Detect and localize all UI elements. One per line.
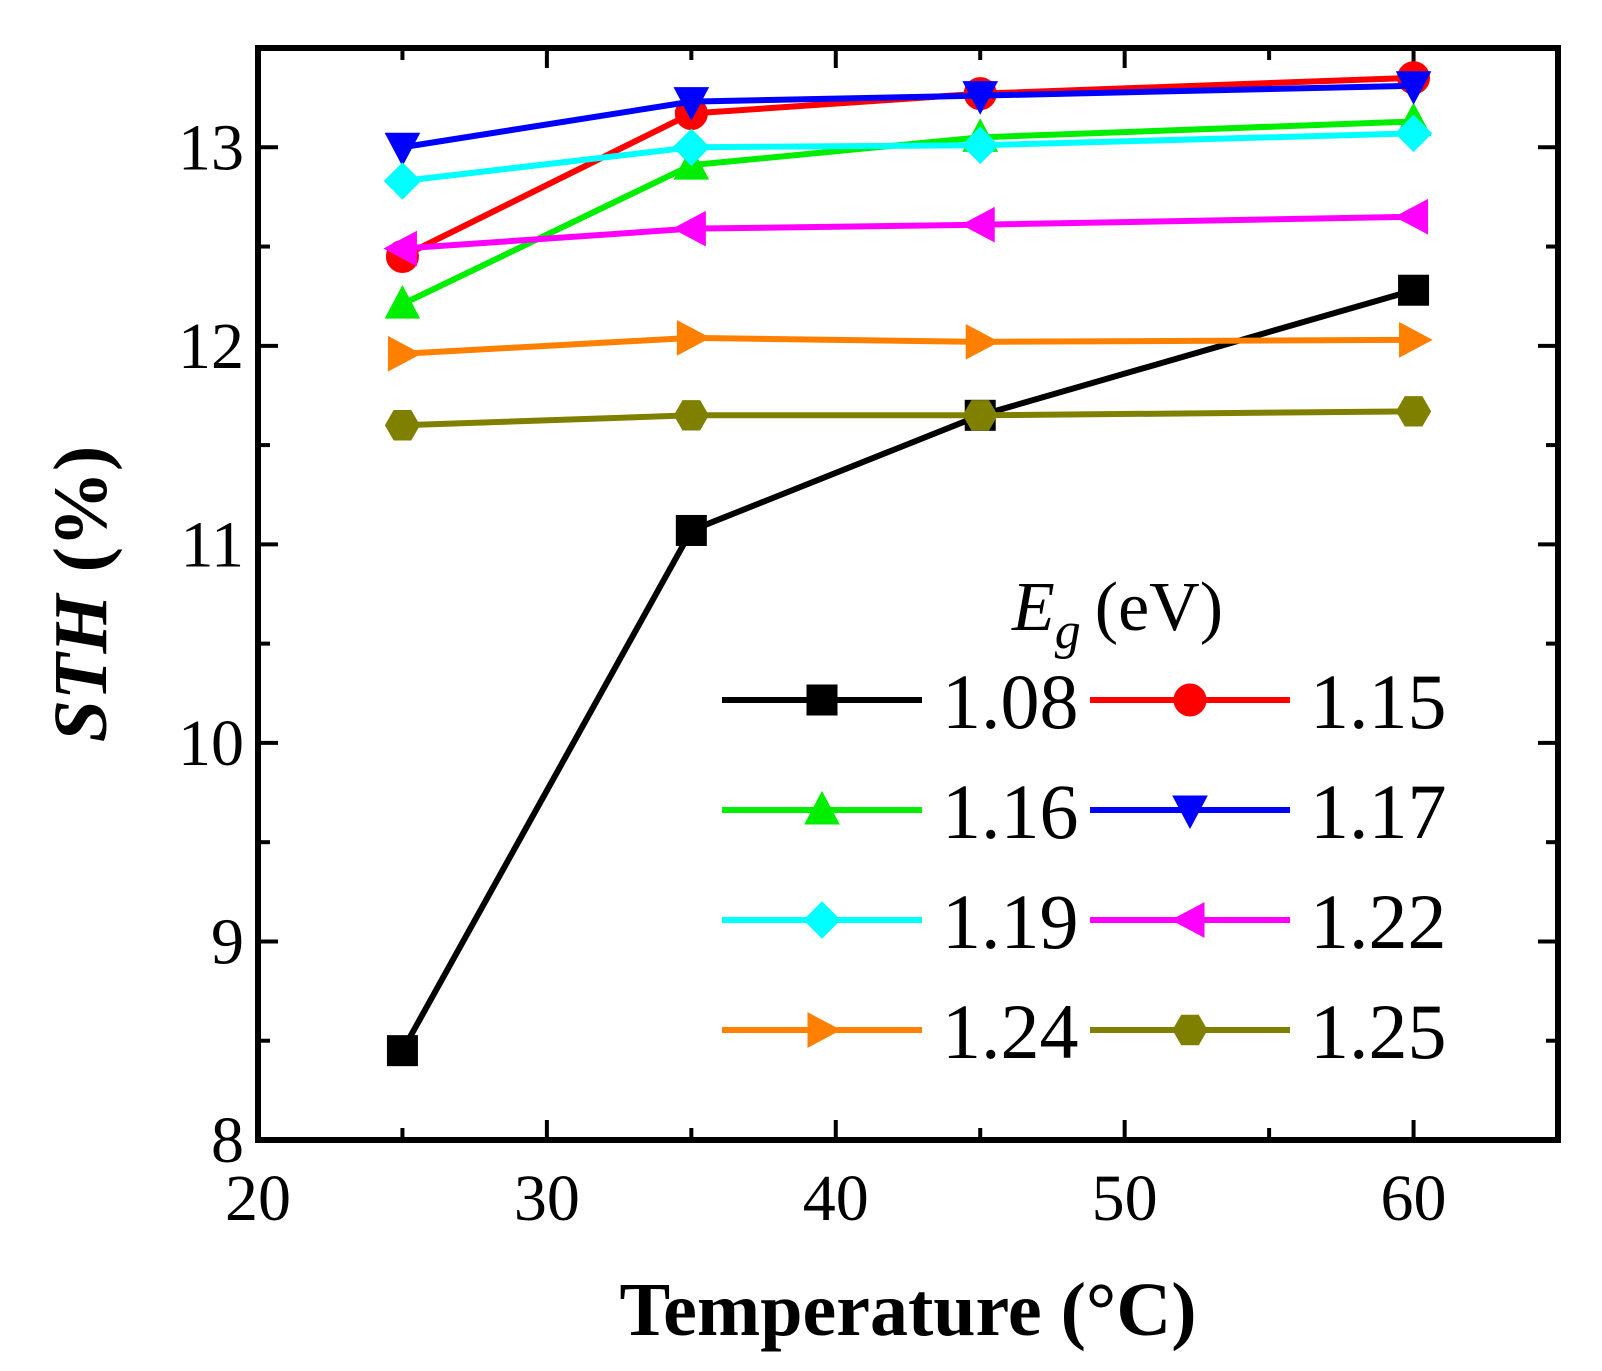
legend-marker <box>807 1012 842 1048</box>
data-point <box>1398 274 1430 306</box>
data-point <box>383 162 422 200</box>
data-point <box>386 1035 418 1067</box>
legend-item: 1.17 <box>1090 768 1447 855</box>
legend-item: 1.16 <box>722 768 1079 855</box>
legend-label: 1.15 <box>1310 658 1447 745</box>
y-tick-label: 13 <box>178 111 244 184</box>
legend-item: 1.25 <box>1090 988 1447 1075</box>
y-axis-title-var: STH <box>39 592 123 743</box>
legend-label: 1.08 <box>942 658 1079 745</box>
series-line <box>402 213 1414 252</box>
series-line <box>401 118 1414 307</box>
legend-item: 1.22 <box>1090 878 1447 965</box>
legend-title-unit: (eV) <box>1095 569 1223 646</box>
x-tick-label: 60 <box>1381 1162 1447 1235</box>
data-point <box>387 335 422 372</box>
legend-marker <box>1172 795 1208 830</box>
x-tick-label: 40 <box>803 1162 869 1235</box>
legend-label: 1.19 <box>942 878 1079 965</box>
legend-label: 1.17 <box>1310 768 1447 855</box>
legend-item: 1.19 <box>722 878 1079 965</box>
series-line <box>402 334 1414 357</box>
data-point <box>1394 198 1429 235</box>
data-point <box>672 210 706 247</box>
series-line <box>402 408 1414 429</box>
x-axis-title: Temperature (°C) <box>619 1268 1196 1352</box>
data-point <box>962 81 999 115</box>
y-tick-label: 8 <box>211 1104 244 1177</box>
legend-marker <box>1172 1014 1208 1046</box>
series-1.22 <box>383 198 1429 267</box>
legend: Eg (eV) 1.08 1.15 1.16 1.17 1.19 1.22 1.24 1.25 <box>722 569 1447 1075</box>
data-point <box>965 324 1000 360</box>
y-tick-label: 11 <box>180 508 244 581</box>
data-point <box>1395 71 1432 105</box>
series-line <box>401 82 1414 151</box>
x-tick-label: 50 <box>1092 1162 1158 1235</box>
data-point <box>672 128 711 166</box>
y-axis-title-unit: (%) <box>39 446 123 573</box>
data-point <box>384 132 421 167</box>
data-point <box>384 285 421 319</box>
series-1.25 <box>384 396 1432 441</box>
legend-marker <box>804 790 840 825</box>
data-point <box>676 320 711 356</box>
data-point <box>384 410 421 441</box>
y-tick-label: 10 <box>178 707 244 780</box>
data-point <box>673 400 709 431</box>
data-point <box>1399 322 1433 358</box>
y-axis-title: STH (%) <box>39 446 123 742</box>
series-1.17 <box>384 71 1432 167</box>
x-tick-label: 20 <box>225 1162 291 1235</box>
series-1.19 <box>383 114 1433 200</box>
data-point <box>1395 396 1432 427</box>
legend-title-sub: g <box>1055 603 1081 660</box>
data-point <box>961 206 995 243</box>
legend-title: Eg (eV) <box>1011 569 1223 660</box>
plot-frame <box>255 45 1561 1143</box>
series-lines <box>383 61 1433 1067</box>
legend-marker <box>1173 683 1207 717</box>
legend-item: 1.15 <box>1090 658 1447 745</box>
legend-label: 1.24 <box>942 988 1079 1075</box>
data-point <box>673 87 710 121</box>
legend-label: 1.16 <box>942 768 1079 855</box>
series-line <box>399 287 1415 1053</box>
series-1.24 <box>387 320 1433 372</box>
legend-item: 1.24 <box>722 988 1079 1075</box>
legend-marker <box>806 684 838 716</box>
legend-marker <box>1170 902 1205 938</box>
data-point <box>1394 114 1433 153</box>
legend-item: 1.08 <box>722 658 1079 745</box>
legend-label: 1.25 <box>1310 988 1447 1075</box>
legend-label: 1.22 <box>1310 878 1447 965</box>
data-point <box>962 400 998 431</box>
x-tick-label: 30 <box>514 1162 580 1235</box>
data-point <box>383 230 417 267</box>
legend-marker <box>803 901 841 939</box>
series-line <box>402 130 1414 185</box>
series-line <box>401 74 1414 260</box>
data-point <box>675 514 707 546</box>
legend-title-var: E <box>1011 569 1055 646</box>
data-point <box>961 126 999 164</box>
y-tick-label: 12 <box>178 310 244 383</box>
y-tick-label: 9 <box>211 905 244 978</box>
